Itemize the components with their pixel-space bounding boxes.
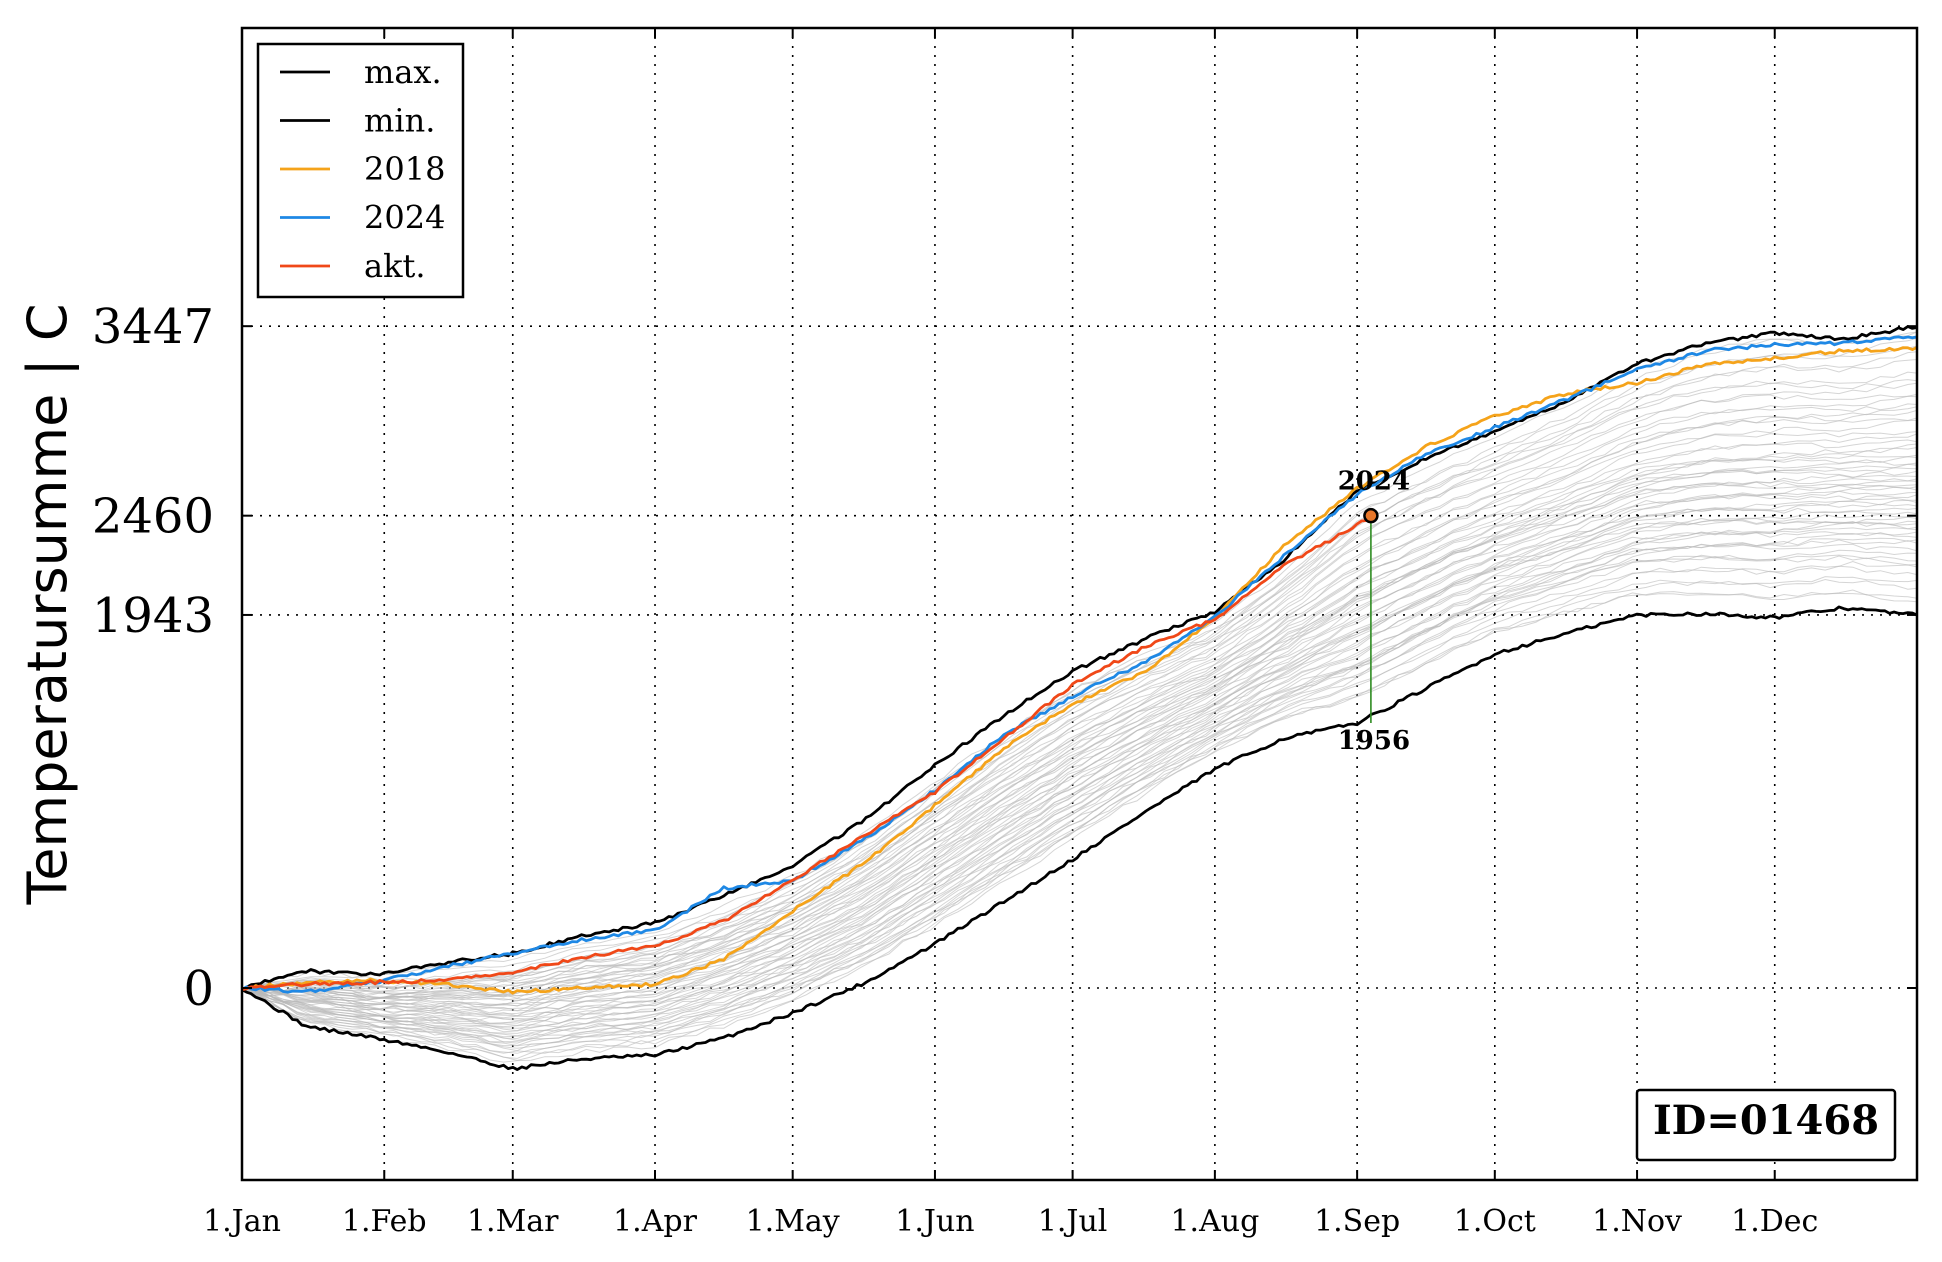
background-year-line	[242, 543, 1917, 1019]
background-year-line	[242, 554, 1917, 1024]
legend-label: akt.	[364, 247, 426, 285]
x-tick-label: 1.Jun	[895, 1204, 974, 1239]
background-year-line	[242, 456, 1917, 1027]
legend-label: 2024	[364, 199, 445, 237]
x-axis-ticks: 1.Jan 1.Feb 1.Mar 1.Apr 1.May 1.Jun 1.Jul 1.Aug…	[203, 28, 1818, 1239]
x-tick-label: 1.Feb	[342, 1204, 427, 1239]
background-year-line	[242, 589, 1917, 1047]
background-year-line	[242, 576, 1917, 1059]
background-year-line	[242, 331, 1917, 995]
series-line-2024	[242, 335, 1917, 994]
series-line-akt	[242, 513, 1373, 992]
background-year-line	[242, 379, 1917, 991]
background-year-line	[242, 490, 1917, 1016]
highlighted-series	[242, 325, 1917, 1071]
background-year-line	[242, 578, 1917, 1038]
background-year-line	[242, 499, 1917, 1025]
background-year-line	[242, 480, 1917, 1041]
background-year-line	[242, 531, 1917, 1063]
y-tick-label: 0	[183, 961, 214, 1017]
y-tick-label: 1943	[92, 588, 214, 644]
background-year-line	[242, 537, 1917, 1044]
x-tick-label: 1.Dec	[1731, 1204, 1818, 1239]
background-year-line	[242, 382, 1917, 997]
background-year-line	[242, 565, 1917, 1033]
background-year-line	[242, 447, 1917, 1017]
background-year-line	[242, 527, 1917, 1034]
background-year-line	[242, 337, 1917, 999]
legend-label: min.	[364, 102, 435, 140]
y-tick-label: 2460	[92, 489, 214, 545]
background-year-line	[242, 507, 1917, 1052]
background-year-line	[242, 481, 1917, 996]
background-year-line	[242, 393, 1917, 991]
legend: max. min. 2018 2024 akt.	[256, 42, 465, 299]
x-tick-label: 1.Jan	[203, 1204, 281, 1239]
background-year-line	[242, 359, 1917, 991]
y-tick-label: 3447	[92, 299, 214, 355]
x-tick-label: 1.Mar	[467, 1204, 559, 1239]
background-year-line	[242, 503, 1917, 1020]
id-box-frame	[1635, 1088, 1897, 1162]
x-tick-label: 1.Oct	[1454, 1204, 1536, 1239]
y-axis-label: Temperatursumme | C	[16, 303, 79, 905]
id-box: ID=01468	[1635, 1088, 1897, 1162]
x-tick-label: 1.Nov	[1592, 1204, 1682, 1239]
background-year-line	[242, 470, 1917, 1032]
background-year-line	[242, 517, 1917, 1012]
background-year-line	[242, 530, 1917, 1017]
background-year-line	[242, 433, 1917, 1014]
x-tick-label: 1.May	[746, 1204, 840, 1239]
background-year-line	[242, 454, 1917, 999]
annotation-label: 1956	[1338, 726, 1410, 756]
background-year-line	[242, 457, 1917, 991]
x-tick-label: 1.Aug	[1170, 1204, 1259, 1239]
background-year-line	[242, 463, 1917, 1008]
series-line-2018	[242, 346, 1917, 995]
legend-label: 2018	[364, 150, 445, 188]
legend-label: max.	[364, 53, 442, 91]
y-axis-ticks: 0 1943 2460 3447	[92, 299, 1917, 1017]
background-year-lines	[242, 331, 1917, 1063]
background-year-line	[242, 516, 1917, 1061]
background-year-line	[242, 470, 1917, 991]
annotation-label: 2024	[1338, 467, 1410, 497]
x-tick-label: 1.Apr	[613, 1204, 697, 1239]
background-year-line	[242, 417, 1917, 991]
legend-box	[256, 42, 465, 299]
background-year-line	[242, 419, 1917, 1008]
x-tick-label: 1.Sep	[1314, 1204, 1400, 1239]
background-year-line	[242, 494, 1917, 1047]
background-year-line	[242, 554, 1917, 1028]
id-box-label: ID=01468	[1653, 1097, 1879, 1144]
background-year-line	[242, 478, 1917, 1010]
background-year-line	[242, 520, 1917, 1054]
series-line-min	[242, 605, 1917, 1071]
current-marker-layer: 2024 1956	[1338, 467, 1410, 756]
background-year-line	[242, 443, 1917, 1022]
background-year-line	[242, 494, 1917, 999]
background-year-line	[242, 406, 1917, 1006]
background-year-line	[242, 513, 1917, 1029]
current-point-marker	[1363, 507, 1379, 524]
x-tick-label: 1.Jul	[1038, 1204, 1108, 1239]
plot-frame	[240, 26, 1919, 1182]
